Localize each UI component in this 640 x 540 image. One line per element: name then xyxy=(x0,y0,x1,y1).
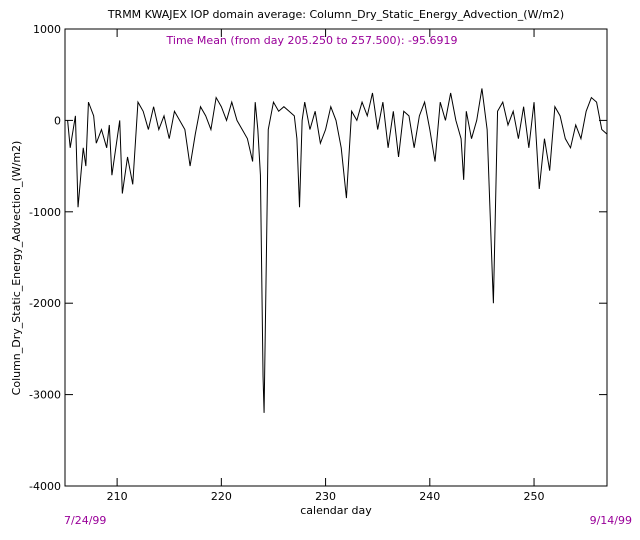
y-tick-label: 1000 xyxy=(33,23,61,36)
y-tick-label: -1000 xyxy=(29,206,61,219)
annotation: Time Mean (from day 205.250 to 257.500):… xyxy=(166,34,458,47)
y-axis-label: Column_Dry_Static_Energy_Advection_(W/m2… xyxy=(10,141,23,396)
y-tick-label: 0 xyxy=(54,114,61,127)
x-tick-label: 230 xyxy=(315,490,336,503)
x-tick-label: 210 xyxy=(107,490,128,503)
x-tick-label: 220 xyxy=(211,490,232,503)
y-tick-label: -2000 xyxy=(29,297,61,310)
x-axis-label: calendar day xyxy=(300,504,372,517)
plot-frame xyxy=(64,28,608,487)
x-tick-label: 250 xyxy=(524,490,545,503)
end-date: 9/14/99 xyxy=(590,514,632,527)
y-tick-label: -3000 xyxy=(29,389,61,402)
x-tick-label: 240 xyxy=(419,490,440,503)
y-tick-label: -4000 xyxy=(29,480,61,493)
chart-title: TRMM KWAJEX IOP domain average: Column_D… xyxy=(107,8,564,21)
data-line xyxy=(67,88,608,413)
start-date: 7/24/99 xyxy=(64,514,106,527)
